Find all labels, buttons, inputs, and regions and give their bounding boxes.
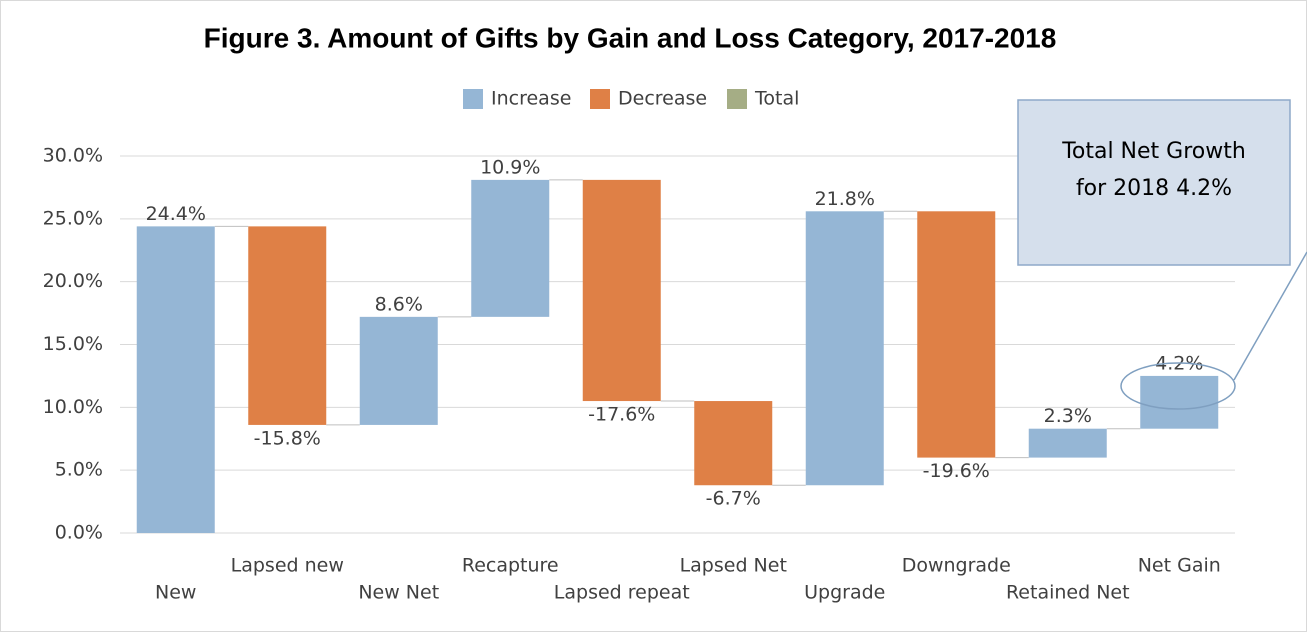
data-label: 24.4% — [146, 203, 206, 225]
x-tick-label: Net Gain — [1138, 555, 1221, 577]
data-label: -17.6% — [588, 404, 655, 426]
legend-swatch — [590, 89, 610, 109]
bar — [917, 211, 996, 458]
bar — [471, 179, 550, 317]
data-label: 10.9% — [480, 156, 540, 178]
x-tick-label: Retained Net — [1006, 582, 1130, 604]
callout-text: for 2018 4.2% — [1076, 176, 1232, 201]
data-label: -15.8% — [254, 427, 321, 449]
bar — [136, 226, 215, 533]
bar — [1140, 375, 1219, 429]
y-tick-label: 20.0% — [43, 270, 103, 292]
highlight-ellipse — [1120, 362, 1236, 410]
callout-box — [1017, 99, 1291, 266]
x-tick-label: Upgrade — [804, 582, 885, 604]
data-label: 8.6% — [375, 293, 423, 315]
legend-swatch — [463, 89, 483, 109]
x-tick-label: Lapsed repeat — [554, 582, 690, 604]
x-tick-label: Downgrade — [902, 555, 1011, 577]
y-tick-label: 5.0% — [55, 459, 103, 481]
data-label: 21.8% — [815, 188, 875, 210]
y-tick-label: 15.0% — [43, 333, 103, 355]
x-tick-label: Lapsed Net — [680, 555, 787, 577]
bar — [805, 211, 884, 486]
legend-label: Total — [754, 88, 799, 110]
chart-title: Figure 3. Amount of Gifts by Gain and Lo… — [204, 22, 1057, 53]
x-tick-label: New — [155, 582, 196, 604]
legend-label: Increase — [491, 88, 571, 110]
y-tick-label: 25.0% — [43, 207, 103, 229]
x-tick-label: New Net — [358, 582, 439, 604]
bar — [359, 316, 438, 425]
y-tick-label: 10.0% — [43, 396, 103, 418]
bar — [694, 401, 773, 486]
y-tick-label: 30.0% — [43, 145, 103, 167]
x-tick-label: Recapture — [462, 555, 559, 577]
y-tick-label: 0.0% — [55, 522, 103, 544]
x-tick-label: Lapsed new — [231, 555, 344, 577]
bar — [248, 226, 327, 425]
legend-swatch — [727, 89, 747, 109]
data-label: -6.7% — [706, 488, 761, 510]
bar — [582, 179, 661, 402]
callout-text: Total Net Growth — [1061, 139, 1246, 164]
callout-pointer — [1233, 251, 1307, 381]
data-label: 2.3% — [1044, 405, 1092, 427]
bar — [1028, 428, 1107, 458]
legend-label: Decrease — [618, 88, 707, 110]
data-label: -19.6% — [923, 460, 990, 482]
